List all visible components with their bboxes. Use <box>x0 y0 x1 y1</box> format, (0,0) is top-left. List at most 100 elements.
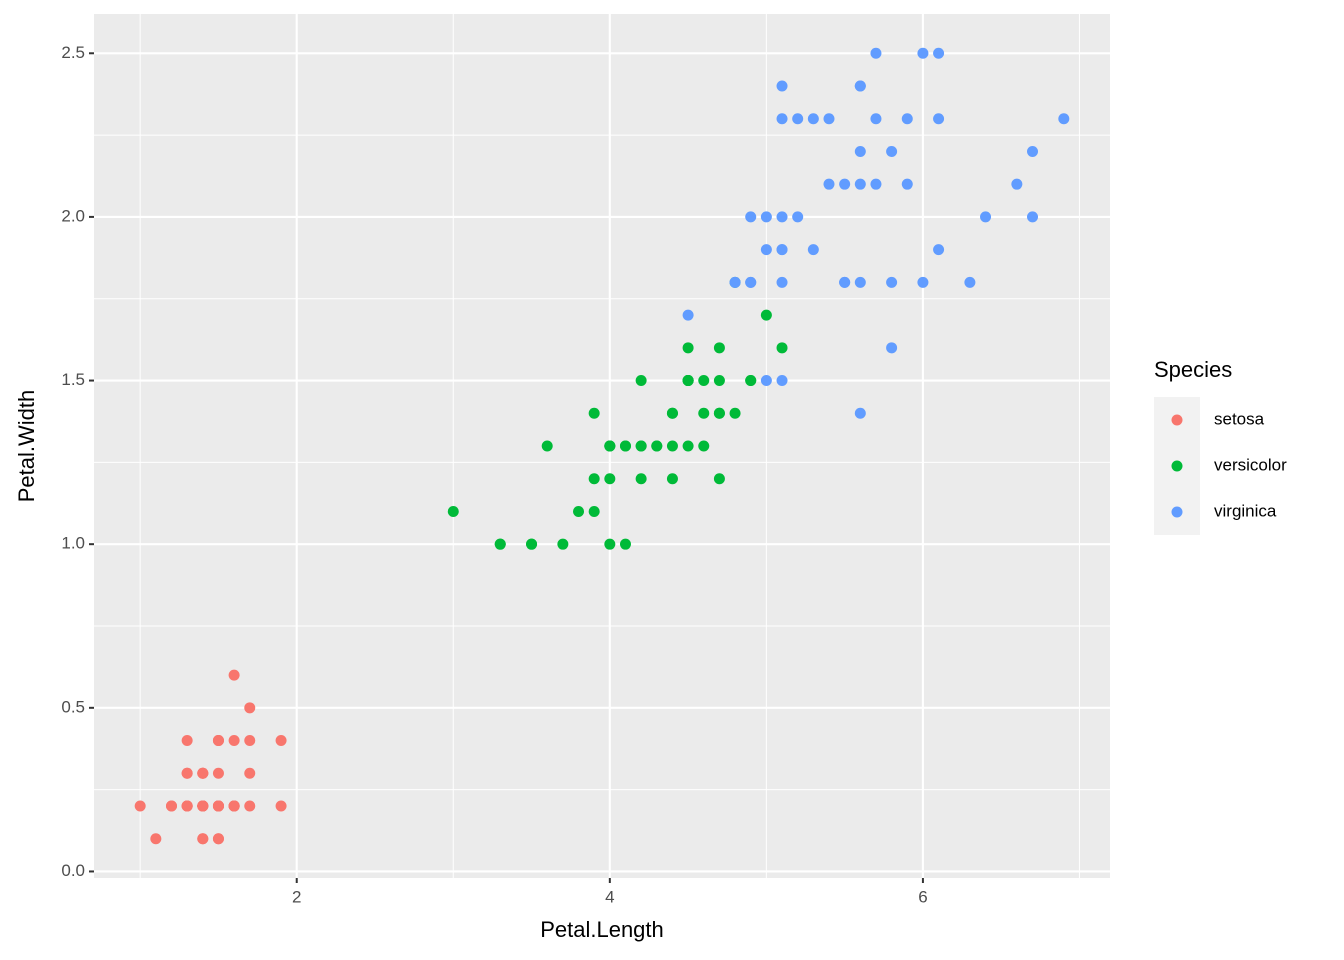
point <box>792 113 804 125</box>
y-tick-label: 1.5 <box>61 370 85 389</box>
point <box>244 800 256 812</box>
point <box>541 440 553 452</box>
point <box>854 407 866 419</box>
point <box>776 80 788 92</box>
point <box>729 407 741 419</box>
point <box>729 276 741 288</box>
point <box>682 309 694 321</box>
point <box>713 473 725 485</box>
legend-symbol <box>1171 506 1183 518</box>
x-axis-title: Petal.Length <box>540 917 664 942</box>
point <box>854 276 866 288</box>
point <box>760 244 772 256</box>
y-tick-label: 2.0 <box>61 206 85 225</box>
point <box>134 800 146 812</box>
legend-label: setosa <box>1214 409 1265 428</box>
point <box>588 505 600 517</box>
point <box>228 735 240 747</box>
point <box>776 375 788 387</box>
point <box>228 800 240 812</box>
point <box>886 276 898 288</box>
x-tick-label: 4 <box>605 887 614 906</box>
point <box>494 538 506 550</box>
y-tick-label: 1.0 <box>61 534 85 553</box>
point <box>212 767 224 779</box>
point <box>917 276 929 288</box>
point <box>870 113 882 125</box>
point <box>823 113 835 125</box>
point <box>557 538 569 550</box>
point <box>776 113 788 125</box>
point <box>447 505 459 517</box>
y-tick-label: 2.5 <box>61 43 85 62</box>
point <box>964 276 976 288</box>
point <box>839 178 851 190</box>
point <box>745 276 757 288</box>
point <box>228 669 240 681</box>
legend-symbol <box>1171 414 1183 426</box>
point <box>526 538 538 550</box>
grid <box>94 14 1110 878</box>
point <box>745 211 757 223</box>
point <box>1027 211 1039 223</box>
point <box>573 505 585 517</box>
point <box>635 375 647 387</box>
point <box>181 735 193 747</box>
point <box>760 375 772 387</box>
point <box>635 473 647 485</box>
point <box>212 833 224 845</box>
point <box>244 735 256 747</box>
legend-label: versicolor <box>1214 455 1287 474</box>
point <box>901 113 913 125</box>
axes: 2 4 6 0.0 0.5 1.0 1.5 2.0 2.5 <box>61 43 927 907</box>
point <box>588 407 600 419</box>
point <box>886 145 898 157</box>
point <box>275 735 287 747</box>
point <box>933 47 945 59</box>
legend-title: Species <box>1154 357 1232 382</box>
legend: setosa versicolor virginica <box>1154 397 1287 535</box>
point <box>760 211 772 223</box>
point <box>666 473 678 485</box>
point <box>807 113 819 125</box>
point <box>244 767 256 779</box>
point <box>870 178 882 190</box>
point <box>713 342 725 354</box>
point <box>651 440 663 452</box>
point <box>870 47 882 59</box>
point <box>275 800 287 812</box>
point <box>776 244 788 256</box>
point <box>682 375 694 387</box>
y-axis-title: Petal.Width <box>14 390 39 503</box>
point <box>980 211 992 223</box>
point <box>698 375 710 387</box>
point <box>165 800 177 812</box>
point <box>807 244 819 256</box>
point <box>1011 178 1023 190</box>
legend-symbol <box>1171 460 1183 472</box>
point <box>1027 145 1039 157</box>
point <box>713 375 725 387</box>
point <box>776 342 788 354</box>
point <box>901 178 913 190</box>
point <box>682 342 694 354</box>
point <box>604 538 616 550</box>
point <box>776 276 788 288</box>
point <box>604 473 616 485</box>
point <box>933 113 945 125</box>
point <box>823 178 835 190</box>
point <box>604 440 616 452</box>
point <box>197 767 209 779</box>
x-tick-label: 2 <box>292 887 301 906</box>
point <box>698 440 710 452</box>
point <box>181 767 193 779</box>
point <box>244 702 256 714</box>
point <box>776 211 788 223</box>
point <box>588 473 600 485</box>
y-tick-label: 0.5 <box>61 697 85 716</box>
point <box>682 440 694 452</box>
point <box>745 375 757 387</box>
point <box>886 342 898 354</box>
point <box>619 440 631 452</box>
